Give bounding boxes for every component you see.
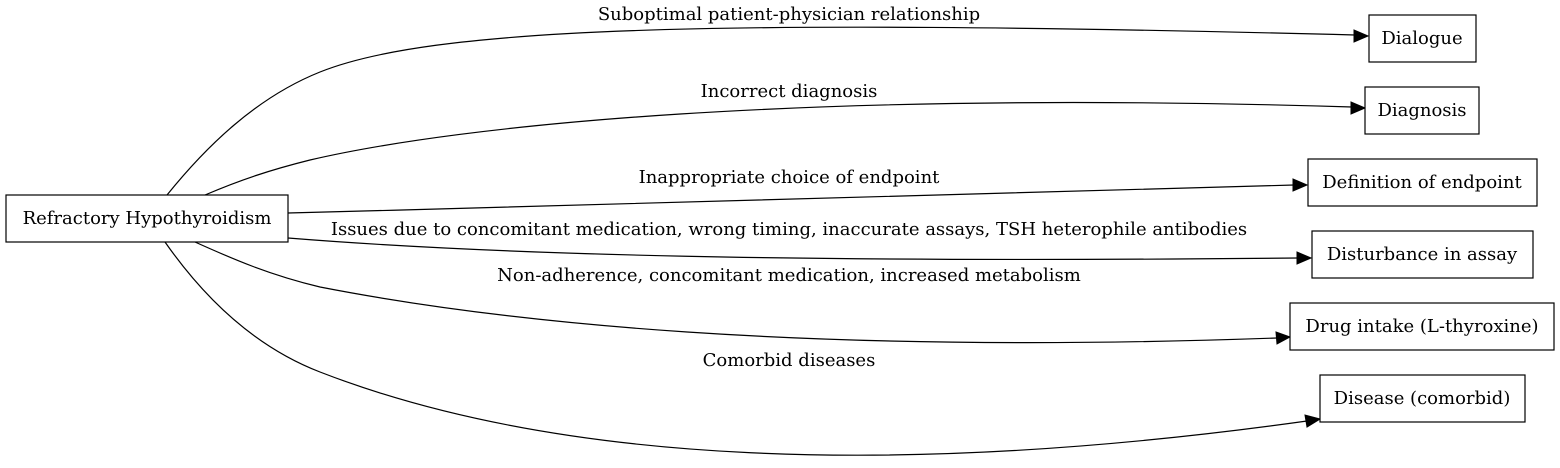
arrowhead-icon — [1304, 414, 1322, 428]
node-label-endpoint: Definition of endpoint — [1322, 172, 1522, 193]
edge-label-diagnosis: Incorrect diagnosis — [701, 81, 878, 102]
arrowhead-icon — [1350, 101, 1367, 115]
edge-label-dialogue: Suboptimal patient-physician relationshi… — [598, 4, 980, 25]
node-drug: Drug intake (L-thyroxine) — [1289, 302, 1555, 351]
node-box — [1368, 14, 1477, 63]
node-disease: Disease (comorbid) — [1319, 374, 1526, 423]
edge-line — [194, 241, 1278, 344]
node-box — [1319, 374, 1526, 423]
arrowhead-icon — [1292, 178, 1309, 192]
edge-line — [287, 237, 1299, 261]
node-endpoint: Definition of endpoint — [1307, 158, 1538, 207]
node-label-disease: Disease (comorbid) — [1334, 388, 1511, 409]
edge-line — [166, 26, 1356, 196]
node-label-dialogue: Dialogue — [1381, 28, 1462, 49]
node-box — [1364, 86, 1480, 135]
node-box — [1289, 302, 1555, 351]
node-box — [1307, 158, 1538, 207]
edge-line — [204, 101, 1353, 196]
node-dialogue: Dialogue — [1368, 14, 1477, 63]
edge-dialogue: Suboptimal patient-physician relationshi… — [166, 4, 1370, 196]
edge-drug: Non-adherence, concomitant medication, i… — [194, 241, 1292, 345]
arrowhead-icon — [1275, 331, 1292, 345]
edge-diagnosis: Incorrect diagnosis — [204, 81, 1367, 196]
arrowhead-icon — [1353, 29, 1370, 43]
node-diagnosis: Diagnosis — [1364, 86, 1480, 135]
node-root: Refractory Hypothyroidism — [5, 194, 289, 243]
arrowhead-icon — [1296, 251, 1313, 265]
edge-label-drug: Non-adherence, concomitant medication, i… — [497, 265, 1081, 286]
edge-assay: Issues due to concomitant medication, wr… — [287, 219, 1313, 265]
edge-label-disease: Comorbid diseases — [703, 350, 876, 371]
node-label-drug: Drug intake (L-thyroxine) — [1305, 316, 1538, 337]
node-label-diagnosis: Diagnosis — [1377, 100, 1466, 121]
edge-disease: Comorbid diseases — [164, 241, 1322, 456]
edge-label-endpoint: Inappropriate choice of endpoint — [639, 167, 941, 188]
node-assay: Disturbance in assay — [1311, 230, 1534, 279]
node-box — [1311, 230, 1534, 279]
edge-endpoint: Inappropriate choice of endpoint — [287, 167, 1309, 214]
edge-line — [164, 241, 1308, 456]
node-box — [5, 194, 289, 243]
node-label-assay: Disturbance in assay — [1327, 244, 1518, 265]
edge-label-assay: Issues due to concomitant medication, wr… — [331, 219, 1247, 240]
edge-line — [287, 184, 1295, 214]
node-label-root: Refractory Hypothyroidism — [23, 208, 272, 229]
